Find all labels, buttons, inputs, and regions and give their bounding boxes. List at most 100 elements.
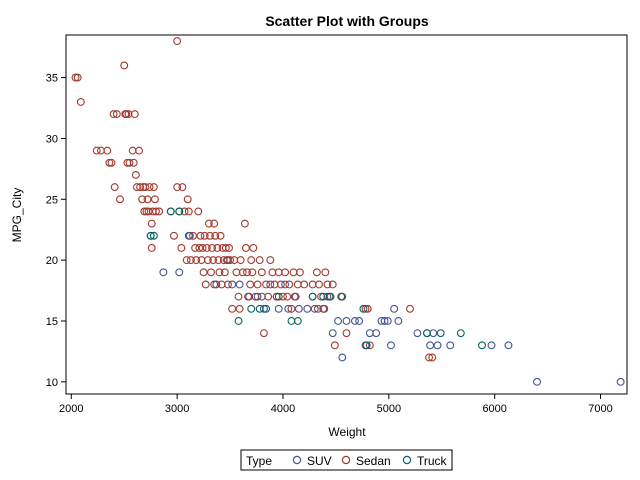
point-truck: [422, 329, 431, 338]
point-sedan: [145, 183, 154, 192]
point-sedan: [406, 304, 414, 313]
x-tick-label: 3000: [165, 403, 189, 415]
point-sedan: [149, 183, 158, 192]
point-sedan: [328, 280, 337, 289]
point-sedan: [315, 280, 323, 289]
point-sedan: [244, 292, 253, 301]
point-suv: [342, 317, 351, 325]
point-suv: [334, 317, 342, 325]
point-truck: [456, 329, 465, 338]
point-sedan: [222, 256, 231, 265]
y-tick-label: 20: [46, 255, 58, 267]
point-sedan: [189, 231, 197, 240]
point-sedan: [210, 219, 219, 228]
y-axis: 10 15 20 25 30 35: [46, 73, 66, 389]
point-sedan: [173, 37, 182, 46]
point-truck: [247, 304, 256, 313]
point-suv: [274, 304, 283, 313]
point-truck: [175, 207, 184, 216]
point-sedan: [131, 170, 140, 179]
point-sedan: [365, 341, 374, 350]
point-sedan: [120, 61, 129, 70]
point-suv: [266, 280, 275, 289]
point-sedan: [223, 280, 232, 289]
point-truck: [337, 292, 346, 301]
y-tick-label: 15: [46, 316, 58, 328]
legend-title: Type: [246, 454, 272, 468]
point-suv: [259, 304, 268, 313]
point-sedan: [150, 195, 159, 204]
point-sedan: [225, 244, 233, 252]
point-sedan: [184, 207, 193, 216]
legend: Type SUV Sedan Truck: [240, 449, 453, 471]
point-truck: [166, 207, 175, 216]
x-tick-label: 4000: [271, 403, 295, 415]
legend-item-suv: SUV: [292, 454, 332, 468]
point-truck: [234, 317, 243, 325]
point-truck: [274, 292, 283, 301]
point-sedan: [180, 207, 189, 216]
point-sedan: [177, 244, 186, 252]
point-suv: [175, 268, 184, 277]
point-suv: [351, 317, 359, 325]
point-sedan: [262, 280, 271, 289]
point-sedan: [259, 329, 268, 338]
point-sedan: [287, 304, 296, 313]
point-suv: [303, 304, 312, 313]
point-truck: [436, 329, 445, 338]
point-sedan: [228, 304, 237, 313]
point-sedan: [138, 195, 147, 204]
point-truck: [146, 231, 155, 240]
point-suv: [372, 329, 381, 338]
chart-title: Scatter Plot with Groups: [265, 13, 429, 29]
point-sedan: [192, 256, 201, 265]
point-sedan: [238, 268, 247, 277]
point-sedan: [147, 244, 156, 252]
point-sedan: [425, 353, 434, 362]
point-sedan: [236, 256, 245, 265]
point-sedan: [251, 292, 260, 301]
legend-label-truck: Truck: [417, 454, 448, 468]
point-sedan: [194, 207, 203, 216]
point-sedan: [317, 292, 326, 301]
point-sedan: [226, 256, 235, 265]
point-sedan: [207, 268, 215, 277]
point-sedan: [73, 73, 82, 82]
point-suv: [338, 353, 347, 362]
point-sedan: [71, 73, 80, 82]
x-tick-label: 7000: [588, 403, 612, 415]
point-suv: [281, 280, 290, 289]
point-sedan: [141, 183, 150, 192]
point-truck: [293, 317, 302, 325]
point-sedan: [195, 244, 204, 252]
point-sedan: [155, 207, 164, 216]
point-sedan: [363, 304, 372, 313]
point-sedan: [129, 158, 138, 167]
point-sedan: [116, 195, 124, 204]
point-sedan: [310, 304, 319, 313]
point-sedan: [216, 231, 225, 240]
point-sedan: [234, 292, 243, 301]
legend-box: [240, 449, 453, 471]
point-sedan: [235, 304, 244, 313]
point-sedan: [199, 268, 208, 277]
point-suv: [426, 341, 435, 350]
point-sedan: [323, 280, 332, 289]
point-sedan: [283, 292, 292, 301]
point-sedan: [76, 97, 85, 106]
point-suv: [294, 304, 303, 313]
point-sedan: [211, 231, 220, 240]
point-sedan: [243, 268, 251, 277]
point-sedan: [209, 256, 218, 265]
point-sedan: [147, 219, 156, 228]
legend-marker-sedan: [341, 455, 351, 465]
point-sedan: [208, 244, 217, 252]
point-sedan: [361, 304, 370, 313]
y-tick-label: 30: [46, 133, 58, 145]
point-suv: [328, 329, 337, 338]
legend-marker-suv: [292, 455, 302, 465]
point-sedan: [170, 231, 178, 240]
point-sedan: [221, 244, 230, 252]
point-sedan: [122, 110, 131, 119]
